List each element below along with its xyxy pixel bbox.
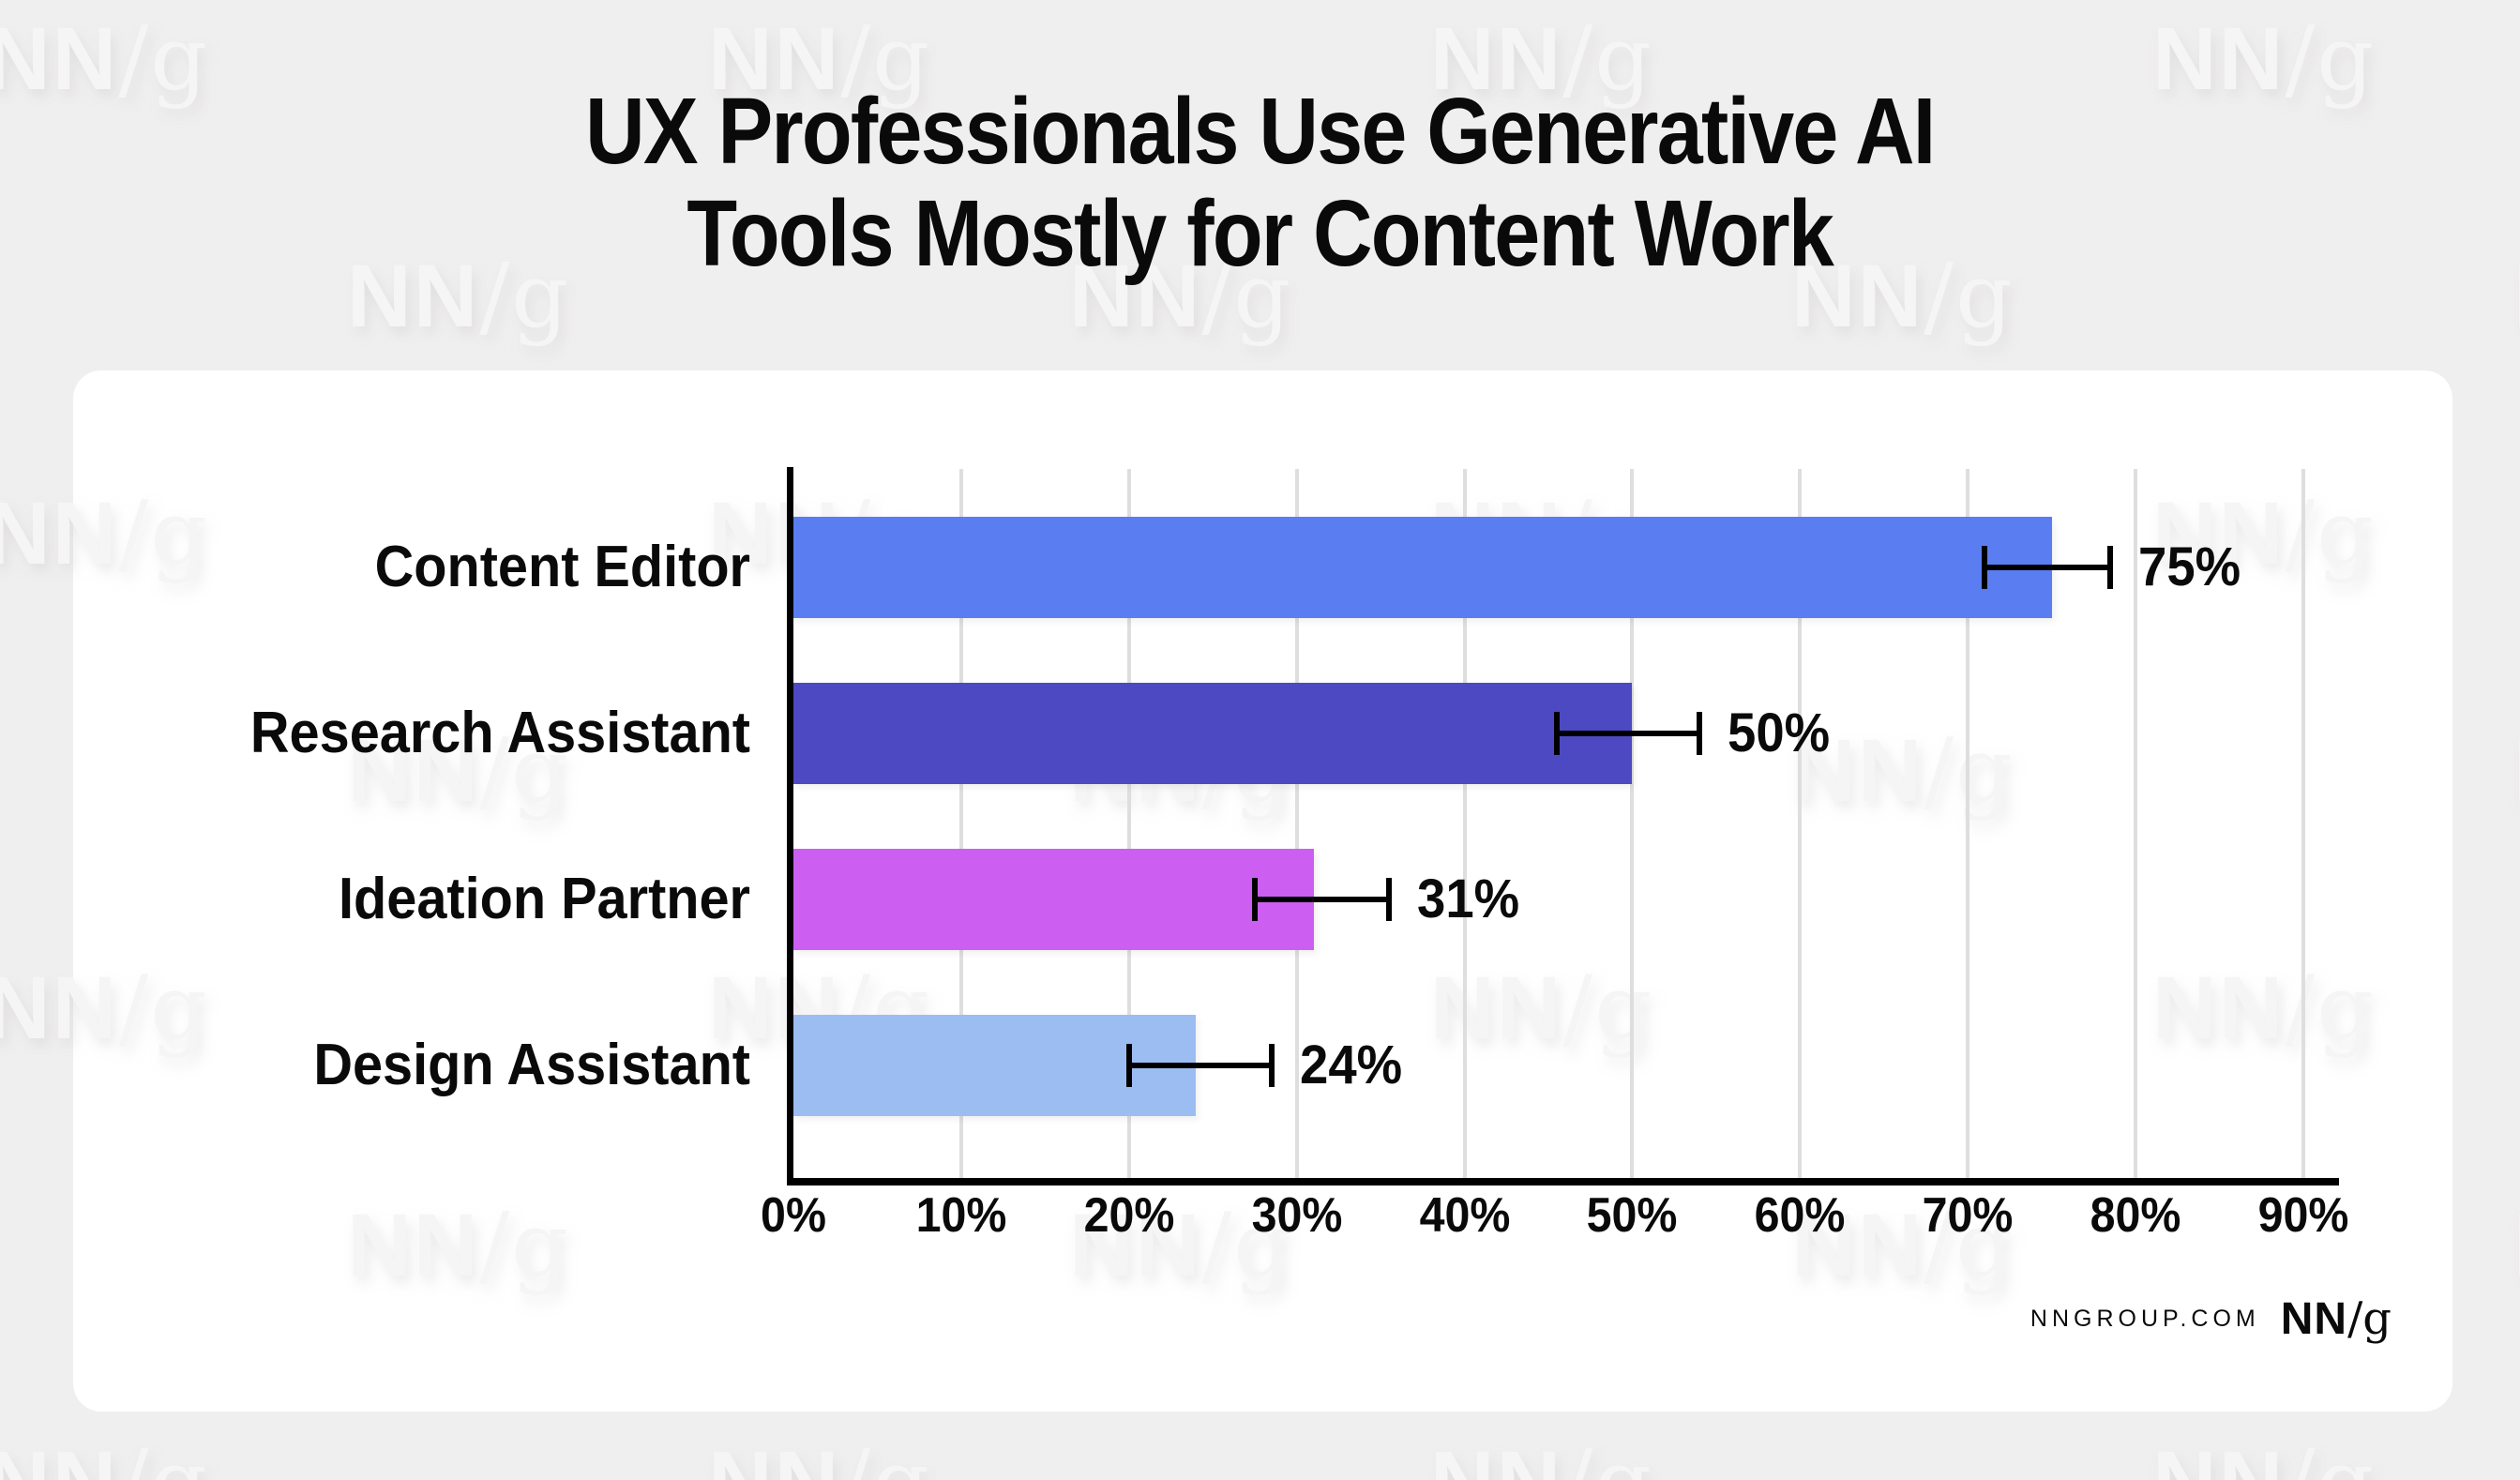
- chart-title-line1: UX Professionals Use Generative AI: [585, 79, 1936, 184]
- y-axis-line: [787, 467, 793, 1186]
- error-cap-low-ideation-partner: [1251, 878, 1258, 921]
- x-tick-label-30%: 30%: [1251, 1188, 1343, 1243]
- bar-ideation-partner: [793, 849, 1314, 950]
- x-tick-label-10%: 10%: [915, 1188, 1007, 1243]
- nngroup-url-text: NNGROUP.COM: [2030, 1306, 2260, 1332]
- x-tick-label-50%: 50%: [1587, 1188, 1678, 1243]
- x-tick-label-70%: 70%: [1922, 1188, 2014, 1243]
- gridline-10%: [958, 469, 963, 1178]
- value-label-research-assistant: 50%: [1728, 702, 1831, 763]
- x-axis-line: [787, 1178, 2339, 1186]
- error-cap-high-content-editor: [2107, 546, 2114, 589]
- value-label-design-assistant: 24%: [1299, 1034, 1402, 1095]
- error-cap-high-ideation-partner: [1386, 878, 1393, 921]
- category-label-ideation-partner: Ideation Partner: [339, 867, 750, 931]
- gridline-60%: [1798, 469, 1803, 1178]
- value-label-content-editor: 75%: [2138, 536, 2241, 597]
- error-cap-high-research-assistant: [1697, 712, 1702, 755]
- x-tick-label-0%: 0%: [761, 1188, 826, 1243]
- x-tick-label-90%: 90%: [2257, 1188, 2349, 1243]
- x-tick-label-60%: 60%: [1754, 1188, 1846, 1243]
- error-cap-low-design-assistant: [1125, 1044, 1132, 1087]
- nng-logo: NN/g: [2280, 1292, 2392, 1345]
- x-tick-label-40%: 40%: [1419, 1188, 1510, 1243]
- error-bar-ideation-partner: [1254, 897, 1390, 902]
- chart-title: UX Professionals Use Generative AI Tools…: [0, 81, 2520, 285]
- x-tick-label-20%: 20%: [1083, 1188, 1175, 1243]
- gridline-40%: [1462, 469, 1467, 1178]
- value-label-ideation-partner: 31%: [1417, 868, 1520, 929]
- error-bar-research-assistant: [1556, 731, 1699, 736]
- x-tick-label-80%: 80%: [2090, 1188, 2181, 1243]
- bar-research-assistant: [793, 683, 1633, 784]
- category-label-content-editor: Content Editor: [374, 535, 750, 599]
- gridline-80%: [2134, 469, 2138, 1178]
- category-label-research-assistant: Research Assistant: [249, 701, 750, 765]
- category-label-design-assistant: Design Assistant: [313, 1033, 750, 1097]
- gridline-30%: [1294, 469, 1299, 1178]
- gridline-50%: [1630, 469, 1635, 1178]
- error-bar-design-assistant: [1128, 1063, 1272, 1068]
- gridline-20%: [1126, 469, 1131, 1178]
- error-cap-high-design-assistant: [1268, 1044, 1275, 1087]
- error-cap-low-content-editor: [1982, 546, 1988, 589]
- gridline-90%: [2301, 469, 2305, 1178]
- chart-title-line2: Tools Mostly for Content Work: [687, 181, 1834, 286]
- gridline-70%: [1966, 469, 1970, 1178]
- error-bar-content-editor: [1984, 565, 2111, 570]
- brand-footer: NNGROUP.COM NN/g: [2030, 1296, 2392, 1342]
- bar-content-editor: [793, 517, 2052, 618]
- error-cap-low-research-assistant: [1553, 712, 1560, 755]
